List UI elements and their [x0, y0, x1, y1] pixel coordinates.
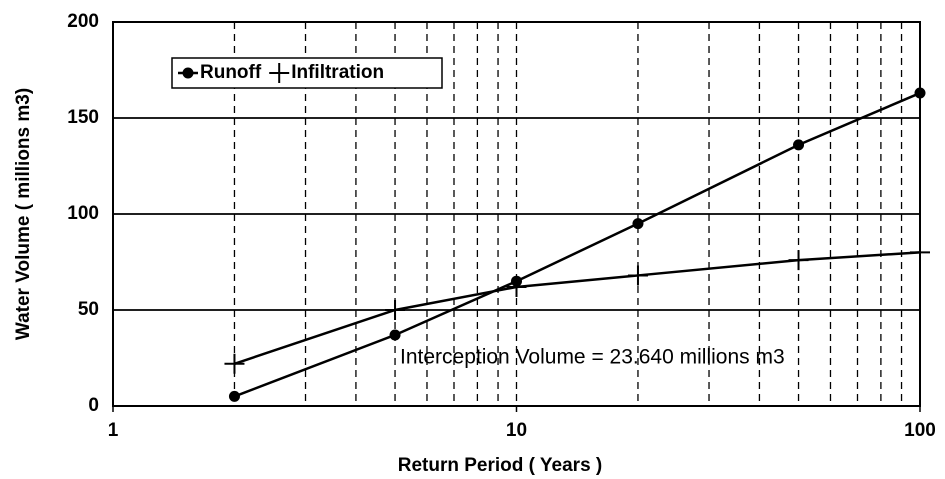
y-tick-label: 100 [67, 203, 99, 224]
annotation: Interception Volume = 23.640 millions m3 [400, 346, 785, 369]
legend-box [171, 57, 443, 89]
x-tick-label: 100 [904, 420, 936, 441]
point [793, 139, 805, 151]
x-tick-label: 10 [506, 420, 527, 441]
y-tick-label: 150 [67, 107, 99, 128]
legend-label: Infiltration [291, 62, 384, 83]
legend-label: Runoff [200, 62, 262, 83]
y-tick-label: 200 [67, 11, 99, 32]
plot-frame [112, 21, 921, 407]
y-tick-label: 0 [88, 395, 99, 416]
x-axis-label: Return Period ( Years ) [398, 455, 603, 476]
point [627, 265, 648, 286]
y-tick-label: 50 [78, 299, 99, 320]
point [632, 218, 644, 230]
point [910, 242, 930, 263]
point [914, 87, 926, 99]
point [506, 276, 527, 297]
point [228, 390, 240, 402]
y-axis-label: Water Volume ( millions m3) [13, 88, 34, 340]
x-tick-label: 1 [108, 420, 119, 441]
point [224, 353, 245, 374]
legend-marker [269, 63, 290, 83]
point [385, 300, 406, 320]
series-line [234, 251, 921, 365]
point [788, 250, 809, 271]
legend-marker [182, 67, 194, 79]
series-line [234, 91, 921, 398]
point [389, 329, 401, 341]
